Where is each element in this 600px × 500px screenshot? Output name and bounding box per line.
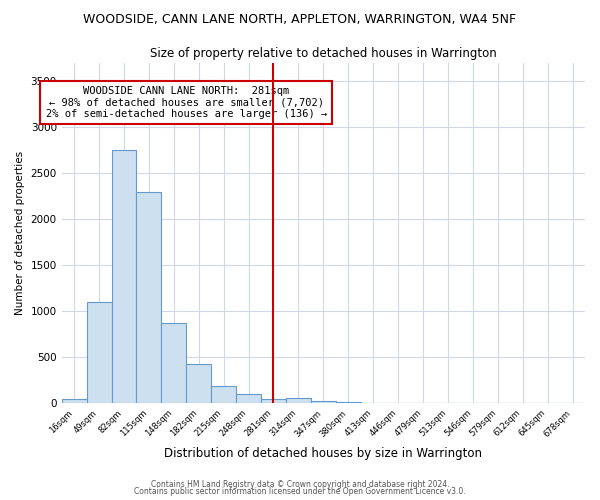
X-axis label: Distribution of detached houses by size in Warrington: Distribution of detached houses by size …: [164, 447, 482, 460]
Bar: [62, 399, 86, 404]
Bar: [186, 364, 211, 404]
Bar: [86, 302, 112, 404]
Bar: [286, 398, 311, 404]
Bar: [236, 394, 261, 404]
Text: WOODSIDE, CANN LANE NORTH, APPLETON, WARRINGTON, WA4 5NF: WOODSIDE, CANN LANE NORTH, APPLETON, WAR…: [83, 12, 517, 26]
Y-axis label: Number of detached properties: Number of detached properties: [15, 151, 25, 316]
Bar: [311, 401, 336, 404]
Bar: [136, 192, 161, 404]
Bar: [112, 150, 136, 404]
Text: WOODSIDE CANN LANE NORTH:  281sqm
← 98% of detached houses are smaller (7,702)
2: WOODSIDE CANN LANE NORTH: 281sqm ← 98% o…: [46, 86, 327, 120]
Bar: [336, 402, 361, 404]
Bar: [261, 399, 286, 404]
Text: Contains HM Land Registry data © Crown copyright and database right 2024.: Contains HM Land Registry data © Crown c…: [151, 480, 449, 489]
Text: Contains public sector information licensed under the Open Government Licence v3: Contains public sector information licen…: [134, 487, 466, 496]
Bar: [211, 386, 236, 404]
Title: Size of property relative to detached houses in Warrington: Size of property relative to detached ho…: [150, 48, 497, 60]
Bar: [161, 324, 186, 404]
